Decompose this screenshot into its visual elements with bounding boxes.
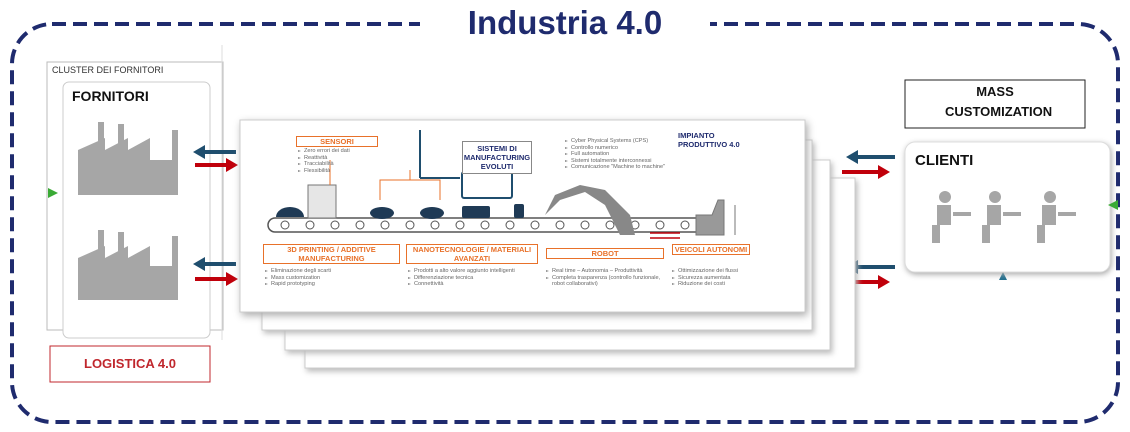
production-line (531, 221, 539, 229)
customer-icon (1037, 225, 1045, 243)
customers-title: CLIENTI (915, 152, 973, 169)
customer-icon (939, 191, 951, 203)
production-line (581, 221, 589, 229)
customer-icon (1003, 212, 1021, 216)
customer-icon (953, 212, 971, 216)
section-title: IMPIANTO PRODUTTIVO 4.0 (678, 131, 758, 149)
section-item: Connettività (408, 281, 538, 288)
production-line (331, 221, 339, 229)
factory-icon (98, 230, 104, 252)
production-line (462, 172, 512, 198)
customer-icon (932, 225, 940, 243)
factory-icon (118, 232, 124, 252)
section-items: Cyber Physical Systems (CPS)Controllo nu… (565, 138, 680, 171)
section-item: Prodotti a alto valore aggiunto intellig… (408, 268, 538, 275)
section-item: Cyber Physical Systems (CPS) (565, 138, 680, 145)
flow-arrows (999, 272, 1007, 280)
factory-icon (150, 160, 172, 195)
customer-icon (937, 205, 951, 225)
section-item: Reattività (298, 155, 408, 162)
section-item: Controllo numerico (565, 145, 680, 152)
flow-arrows (842, 165, 890, 179)
production-line (356, 221, 364, 229)
factory-icon (78, 246, 150, 300)
production-line (381, 221, 389, 229)
section-item: Differenziazione tecnica (408, 275, 538, 282)
section-title: 3D PRINTING / ADDITIVE MANUFACTURING (263, 244, 400, 264)
customer-icon (989, 191, 1001, 203)
production-line (306, 221, 314, 229)
logistics-label: LOGISTICA 4.0 (50, 346, 210, 382)
section-title: SISTEMI DI MANUFACTURING EVOLUTI (462, 141, 532, 174)
production-line (656, 221, 664, 229)
title: Industria 4.0 (420, 3, 710, 43)
section-item: Flessibilità (298, 168, 408, 175)
production-line (281, 221, 289, 229)
section-item: Completa trasparenza (controllo funziona… (546, 275, 666, 288)
section-item: Ottimizzazione dei flussi (672, 268, 757, 275)
factory-icon (78, 138, 150, 195)
customer-icon (982, 225, 990, 243)
diagram: Industria 4.0 CLUSTER DEI FORNITORI FORN… (0, 0, 1130, 432)
customer-icon (987, 205, 1001, 225)
factory-icon (118, 124, 124, 144)
customer-icon (1044, 191, 1056, 203)
production-line (431, 221, 439, 229)
section-item: Sistemi totalmente interconnessi (565, 158, 680, 165)
production-line (456, 221, 464, 229)
factory-icon (172, 236, 178, 300)
section-item: Eliminazione degli scarti (265, 268, 400, 275)
section-items: Prodotti a alto valore aggiunto intellig… (408, 268, 538, 288)
production-line (481, 221, 489, 229)
production-line (462, 206, 490, 218)
customer-icon (1058, 212, 1076, 216)
section-title: NANOTECNOLOGIE / MATERIALI AVANZATI (406, 244, 538, 264)
section-item: Tracciabilità (298, 161, 408, 168)
factory-icon (98, 122, 104, 144)
production-line (420, 207, 444, 219)
customer-icon (1042, 205, 1056, 225)
production-line (606, 221, 614, 229)
section-title: ROBOT (546, 248, 664, 259)
section-item: Rapid prototyping (265, 281, 400, 288)
section-item: Full automation (565, 151, 680, 158)
cluster-label: CLUSTER DEI FORNITORI (52, 65, 163, 75)
suppliers-title: FORNITORI (72, 88, 149, 104)
section-item: Zero errori dei dati (298, 148, 408, 155)
production-line (506, 221, 514, 229)
section-title: SENSORI (296, 136, 378, 147)
production-line (514, 204, 524, 218)
section-title: VEICOLI AUTONOMI (672, 244, 750, 255)
factory-icon (150, 266, 172, 300)
section-item: Real time – Autonomia – Produttività (546, 268, 666, 275)
section-item: Sicurezza aumentata (672, 275, 757, 282)
section-item: Mass customization (265, 275, 400, 282)
section-item: Riduzione dei costi (672, 281, 757, 288)
mass-customization-label: MASS CUSTOMIZATION (905, 82, 1085, 122)
production-line (406, 221, 414, 229)
factory-icon (172, 130, 178, 195)
production-line (681, 221, 689, 229)
production-line (556, 221, 564, 229)
production-line (370, 207, 394, 219)
production-line (308, 185, 336, 218)
flow-arrows (846, 150, 895, 164)
section-item: Comunicazione "Machine to machine" (565, 164, 680, 171)
